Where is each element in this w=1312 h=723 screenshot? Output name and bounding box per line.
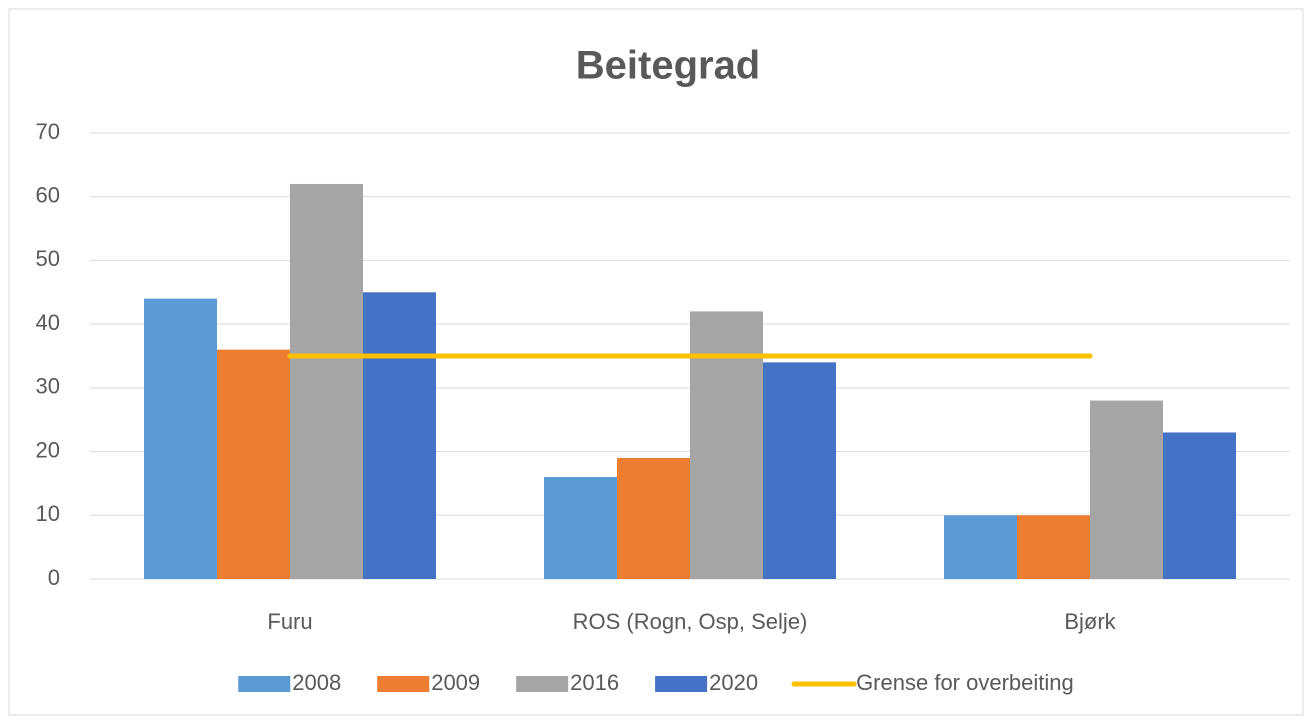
bar (1017, 515, 1090, 579)
y-tick-label: 70 (36, 119, 60, 144)
legend-label: 2008 (292, 670, 341, 695)
y-tick-label: 30 (36, 374, 60, 399)
legend-label: Grense for overbeiting (856, 670, 1074, 695)
legend-label: 2016 (570, 670, 619, 695)
y-tick-label: 0 (48, 565, 60, 590)
bar (617, 457, 690, 579)
y-tick-label: 10 (36, 501, 60, 526)
legend-swatch (516, 676, 569, 692)
bar (1163, 432, 1236, 579)
y-tick-label: 40 (36, 310, 60, 335)
legend-swatch (238, 676, 291, 692)
bar (544, 477, 617, 579)
legend-swatch (377, 676, 430, 692)
x-tick-label: Furu (267, 609, 312, 634)
legend-label: 2020 (709, 670, 758, 695)
chart-title: Beitegrad (576, 44, 761, 88)
bar (763, 362, 836, 579)
y-tick-label: 50 (36, 246, 60, 271)
x-tick-label: ROS (Rogn, Osp, Selje) (573, 609, 808, 634)
y-tick-label: 20 (36, 437, 60, 462)
bar (690, 311, 763, 579)
legend-label: 2009 (431, 670, 480, 695)
bar (363, 292, 436, 579)
bar (144, 298, 217, 579)
bar (217, 349, 290, 579)
legend: 2008 2009 2016 2020 Grense for overbeiting (238, 670, 1074, 695)
x-tick-label: Bjørk (1064, 609, 1116, 634)
legend-swatch (655, 676, 708, 692)
bar (1090, 400, 1163, 579)
bar (290, 183, 363, 579)
bar (944, 515, 1017, 579)
y-tick-label: 60 (36, 183, 60, 208)
